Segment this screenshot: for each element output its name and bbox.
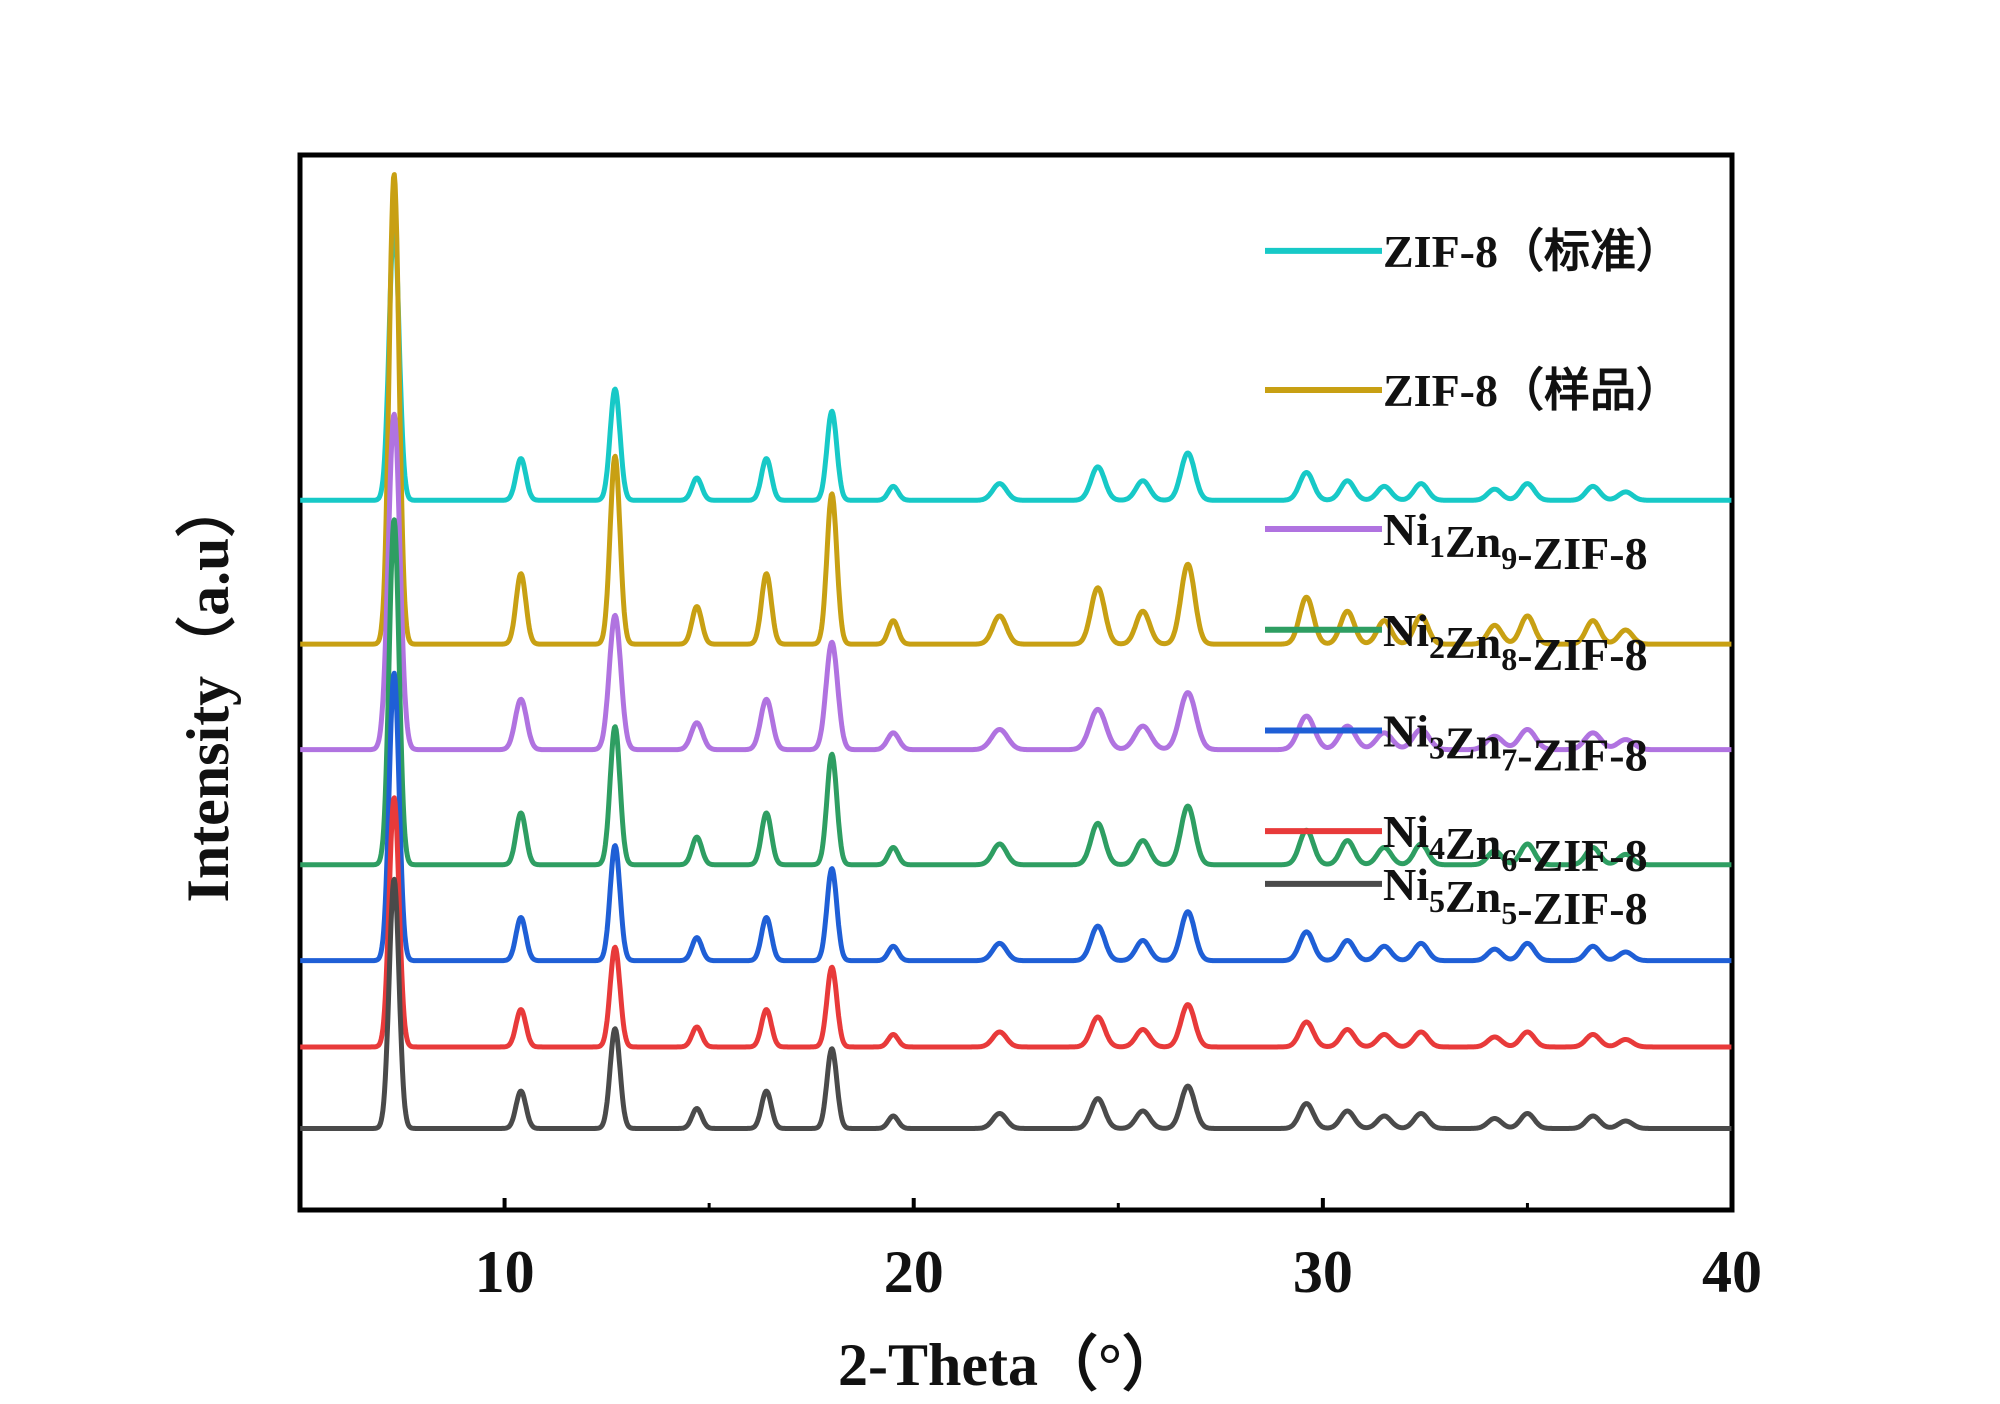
series-line-3 xyxy=(298,411,1734,753)
series-line-1 xyxy=(298,219,1734,503)
series-layer xyxy=(298,172,1734,1131)
series-line-4 xyxy=(298,517,1734,868)
x-tick-label: 30 xyxy=(1293,1239,1353,1305)
x-tick-label: 40 xyxy=(1702,1239,1762,1305)
series-line-6 xyxy=(298,795,1734,1050)
legend-label: ZIF-8（样品） xyxy=(1383,365,1682,416)
x-tick-label: 20 xyxy=(884,1239,944,1305)
legend-label: Ni3Zn7-ZIF-8 xyxy=(1383,705,1648,780)
legend-label: Ni2Zn8-ZIF-8 xyxy=(1383,605,1648,680)
legend: ZIF-8（标准） ZIF-8（样品） Ni1Zn9-ZIF-8 Ni2Zn8-ZIF… xyxy=(1265,226,1682,934)
series-line-5 xyxy=(298,670,1734,964)
x-axis-ticks: 10 20 30 40 xyxy=(475,1198,1762,1305)
x-tick-label: 10 xyxy=(475,1239,535,1305)
y-axis-label: Intensity（a.u） xyxy=(174,477,241,902)
legend-label: ZIF-8（标准） xyxy=(1383,226,1682,277)
series-line-7 xyxy=(298,876,1734,1131)
legend-label: Ni1Zn9-ZIF-8 xyxy=(1383,504,1648,579)
series-line-2 xyxy=(298,172,1734,647)
plot-frame xyxy=(297,152,1735,1213)
legend-label: Ni5Zn5-ZIF-8 xyxy=(1383,859,1648,934)
legend-label: Ni4Zn6-ZIF-8 xyxy=(1383,806,1648,881)
x-axis-label: 2-Theta（°） xyxy=(838,1331,1182,1398)
